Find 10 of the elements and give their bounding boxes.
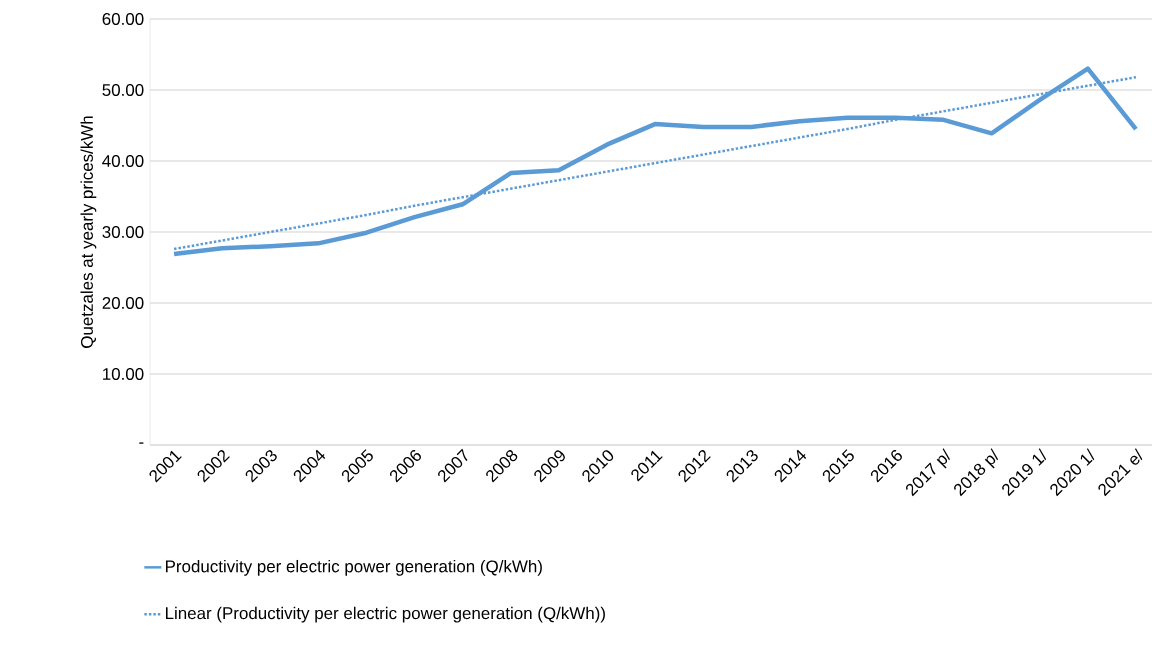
y-tick-label: 40.00 xyxy=(102,154,144,167)
y-tick-label: 10.00 xyxy=(103,367,144,380)
y-tick-label: - xyxy=(139,442,144,444)
y-tick-label: 30.00 xyxy=(102,225,144,238)
legend-label: Productivity per electric power generation (Q/kWh) xyxy=(165,559,542,576)
legend-label: Linear (Productivity per electric power generation (Q/kWh)) xyxy=(165,606,605,623)
y-tick-label: 20.00 xyxy=(102,296,144,309)
y-tick-label: 60.00 xyxy=(102,12,144,25)
y-axis-title: Quetzales at yearly prices/kWh xyxy=(80,116,97,348)
y-tick-label: 50.00 xyxy=(102,83,144,96)
